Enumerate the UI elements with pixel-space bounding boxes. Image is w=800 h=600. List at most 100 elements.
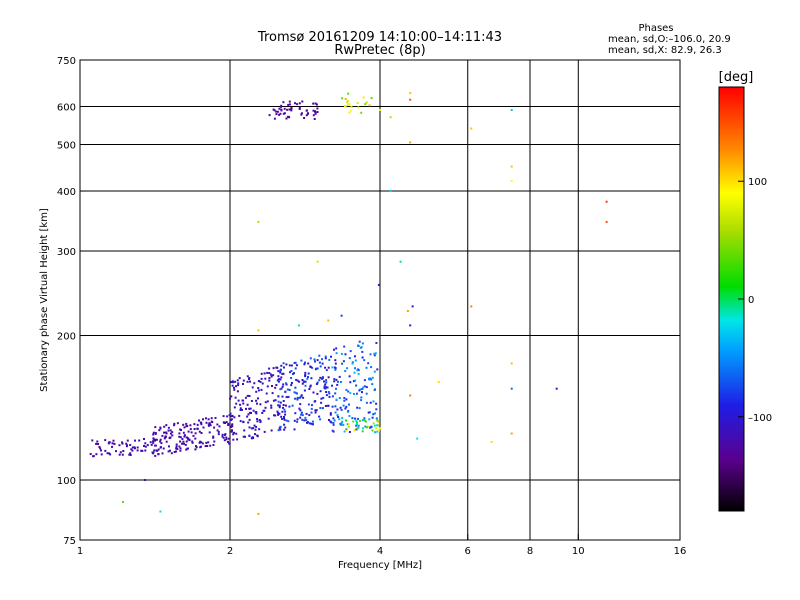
data-point: [375, 342, 378, 344]
data-point: [256, 418, 259, 420]
stats-heading: Phases: [638, 23, 673, 34]
data-point: [282, 372, 285, 375]
data-point: [361, 388, 364, 390]
data-point: [260, 372, 263, 375]
data-point: [153, 449, 156, 452]
data-point: [319, 418, 322, 421]
data-point: [409, 141, 412, 144]
data-point: [316, 392, 319, 395]
data-point: [389, 190, 392, 192]
data-point: [228, 414, 231, 417]
data-point: [510, 387, 513, 390]
data-point: [355, 384, 358, 387]
data-point: [248, 411, 251, 414]
data-point: [282, 400, 285, 402]
data-point: [248, 395, 251, 397]
data-point: [257, 397, 259, 400]
data-point: [371, 376, 374, 379]
data-point: [294, 412, 297, 415]
data-point: [297, 324, 300, 327]
data-point: [304, 371, 307, 374]
data-point: [261, 412, 264, 414]
data-point: [234, 380, 237, 383]
data-point: [368, 104, 371, 107]
data-point: [300, 359, 303, 362]
data-point: [322, 396, 325, 399]
data-point: [365, 401, 368, 404]
data-point: [233, 431, 235, 434]
data-point: [362, 96, 365, 99]
data-point: [288, 108, 291, 111]
data-point: [186, 436, 188, 439]
data-point: [304, 384, 307, 387]
data-point: [259, 403, 262, 406]
data-point: [376, 419, 379, 422]
data-point: [236, 390, 239, 393]
data-point: [272, 374, 275, 377]
data-point: [309, 366, 312, 368]
data-point: [202, 426, 205, 429]
data-point: [314, 360, 316, 363]
data-point: [510, 362, 513, 365]
data-point: [152, 451, 155, 454]
data-point: [183, 442, 185, 445]
data-point: [314, 409, 317, 412]
data-point: [233, 416, 236, 419]
data-point: [365, 101, 368, 104]
data-point: [357, 372, 360, 375]
data-point: [293, 419, 296, 422]
data-point: [373, 424, 376, 427]
data-point: [335, 378, 338, 381]
data-point: [131, 449, 134, 452]
data-point: [315, 383, 318, 385]
data-point: [324, 386, 327, 389]
data-point: [248, 426, 251, 429]
data-point: [312, 102, 315, 105]
data-point: [210, 420, 213, 423]
data-point: [271, 385, 273, 387]
data-point: [348, 403, 350, 406]
data-point: [279, 425, 282, 428]
data-point: [302, 381, 305, 383]
data-point: [374, 431, 377, 434]
data-point: [273, 109, 276, 112]
data-point: [257, 512, 260, 515]
data-point: [319, 390, 322, 393]
data-point: [206, 445, 209, 447]
data-point: [235, 432, 238, 435]
data-point: [314, 110, 316, 113]
data-point: [232, 381, 235, 384]
data-point: [276, 379, 279, 382]
data-point: [249, 407, 252, 410]
data-point: [370, 425, 373, 428]
data-point: [226, 415, 229, 418]
data-point: [378, 427, 381, 430]
data-point: [205, 421, 208, 424]
data-point: [305, 114, 308, 117]
data-point: [340, 314, 343, 317]
data-point: [96, 440, 99, 443]
data-point: [279, 401, 282, 404]
data-point: [319, 376, 322, 379]
data-point: [136, 446, 139, 449]
data-point: [312, 109, 315, 112]
data-point: [357, 106, 360, 109]
data-point: [242, 399, 245, 402]
data-point: [111, 445, 113, 448]
data-point: [275, 113, 278, 116]
data-point: [130, 448, 133, 451]
data-point: [237, 382, 240, 385]
data-point: [178, 432, 181, 435]
data-point: [341, 97, 344, 100]
data-point: [284, 426, 287, 429]
data-point: [345, 428, 348, 431]
data-point: [281, 372, 284, 375]
data-point: [293, 372, 295, 375]
data-point: [304, 361, 306, 364]
data-point: [346, 99, 349, 102]
data-point: [264, 406, 267, 409]
data-point: [362, 386, 365, 389]
data-point: [141, 449, 144, 452]
data-point: [269, 373, 272, 376]
data-point: [119, 451, 122, 454]
